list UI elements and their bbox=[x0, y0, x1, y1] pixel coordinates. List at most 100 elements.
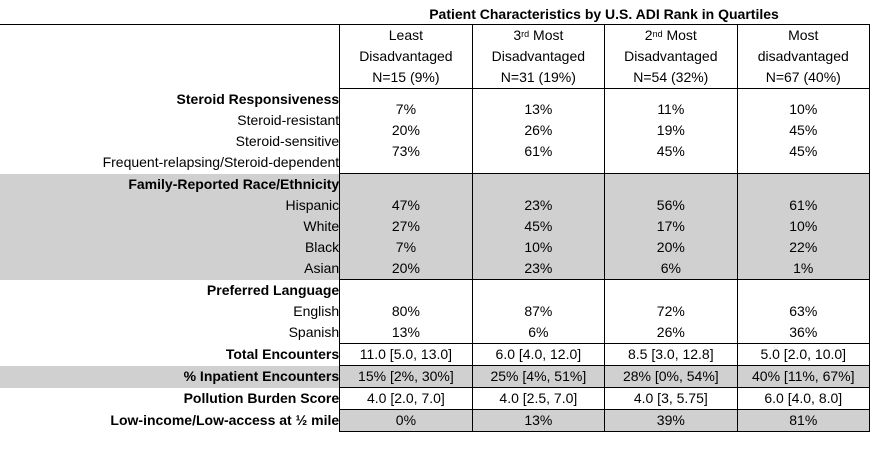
column-header-n: N=67 (40%) bbox=[765, 69, 841, 85]
cell-value: 13% bbox=[391, 324, 420, 340]
cell-value: 26% bbox=[656, 324, 685, 340]
cell-value: 45% bbox=[789, 122, 818, 138]
cell-value: 7% bbox=[395, 101, 417, 117]
ordinal-number: 3 bbox=[513, 27, 522, 43]
section-values-most: 10% 45% 45% bbox=[736, 88, 871, 174]
section-values-least: 47% 27% 7% 20% bbox=[339, 173, 473, 280]
cell-value: 39% bbox=[604, 409, 738, 432]
row-total-encounters: Total Encounters 11.0 [5.0, 13.0] 6.0 [4… bbox=[0, 343, 871, 366]
section-values-2nd: 56% 17% 20% 6% bbox=[604, 173, 738, 280]
cell-value: 10% bbox=[789, 218, 818, 234]
cell-value: 10% bbox=[789, 101, 818, 117]
cell-value: 73% bbox=[391, 143, 420, 159]
column-header-line1: 2nd Most bbox=[605, 25, 736, 46]
cell-value: 20% bbox=[656, 239, 685, 255]
cell-value: 6.0 [4.0, 8.0] bbox=[736, 387, 871, 410]
cell-value: 45% bbox=[789, 143, 818, 159]
cell-value: 72% bbox=[656, 303, 685, 319]
section-labels: Family-Reported Race/Ethnicity Hispanic … bbox=[0, 174, 340, 280]
cell-value: 25% [4%, 51%] bbox=[471, 365, 606, 388]
cell-value: 22% bbox=[789, 239, 818, 255]
row-label: Spanish bbox=[288, 324, 340, 340]
row-pollution-burden: Pollution Burden Score 4.0 [2.0, 7.0] 4.… bbox=[0, 387, 871, 410]
section-values-most: 61% 10% 22% 1% bbox=[736, 173, 871, 280]
cell-value: 45% bbox=[524, 218, 553, 234]
section-labels: Steroid Responsiveness Steroid-resistant… bbox=[0, 89, 340, 174]
ordinal-suffix: rd bbox=[521, 29, 530, 39]
row-label: % Inpatient Encounters bbox=[183, 368, 340, 384]
column-header-line2: Disadvantaged bbox=[491, 48, 586, 64]
cell-value: 20% bbox=[391, 260, 420, 276]
ordinal-rest: Most bbox=[662, 27, 697, 43]
cell-value: 36% bbox=[789, 324, 818, 340]
cell-value: 87% bbox=[524, 303, 553, 319]
cell-value: 17% bbox=[656, 218, 685, 234]
header-blank bbox=[0, 24, 340, 89]
row-label: Pollution Burden Score bbox=[183, 390, 340, 406]
row-label: Total Encounters bbox=[225, 346, 340, 362]
cell-value: 11.0 [5.0, 13.0] bbox=[339, 343, 473, 366]
cell-value: 6% bbox=[660, 260, 681, 276]
cell-value: 11% bbox=[657, 101, 685, 117]
column-header-least: Least Disadvantaged N=15 (9%) bbox=[339, 24, 473, 89]
cell-value: 13% bbox=[524, 101, 553, 117]
row-label: Black bbox=[304, 239, 340, 255]
cell-value: 7% bbox=[395, 239, 417, 255]
column-header-line2: disadvantaged bbox=[757, 48, 849, 64]
section-values-3rd: 23% 45% 10% 23% bbox=[471, 173, 606, 280]
cell-value: 8.5 [3.0, 12.8] bbox=[604, 343, 738, 366]
cell-value: 23% bbox=[524, 260, 553, 276]
ordinal-rest: Most bbox=[529, 27, 564, 43]
section-values-most: 63% 36% bbox=[736, 279, 871, 344]
cell-value: 61% bbox=[789, 197, 818, 213]
characteristics-table: Least Disadvantaged N=15 (9%) 3rd Most D… bbox=[0, 24, 871, 432]
cell-value: 4.0 [3, 5.75] bbox=[604, 387, 738, 410]
column-header-3rd: 3rd Most Disadvantaged N=31 (19%) bbox=[471, 24, 606, 89]
header-row: Least Disadvantaged N=15 (9%) 3rd Most D… bbox=[0, 24, 871, 89]
column-header-2nd: 2nd Most Disadvantaged N=54 (32%) bbox=[604, 24, 738, 89]
row-label: White bbox=[303, 218, 340, 234]
row-label: Steroid-sensitive bbox=[235, 133, 340, 149]
section-values-3rd: 87% 6% bbox=[471, 279, 606, 344]
section-race: Family-Reported Race/Ethnicity Hispanic … bbox=[0, 173, 871, 280]
section-values-2nd: 72% 26% bbox=[604, 279, 738, 344]
column-header-line2: Disadvantaged bbox=[359, 48, 453, 64]
column-header-most: Most disadvantaged N=67 (40%) bbox=[736, 24, 871, 89]
section-heading: Steroid Responsiveness bbox=[176, 91, 340, 107]
cell-value: 63% bbox=[789, 303, 818, 319]
row-low-income-access: Low-income/Low-access at ½ mile 0% 13% 3… bbox=[0, 409, 871, 432]
column-header-line1: Most bbox=[788, 27, 819, 43]
cell-value: 13% bbox=[471, 409, 606, 432]
section-steroid: Steroid Responsiveness Steroid-resistant… bbox=[0, 88, 871, 174]
table-title: Patient Characteristics by U.S. ADI Rank… bbox=[429, 6, 779, 22]
cell-value: 1% bbox=[793, 260, 814, 276]
cell-value: 61% bbox=[524, 143, 553, 159]
cell-value: 47% bbox=[391, 197, 420, 213]
column-header-n: N=31 (19%) bbox=[500, 69, 576, 85]
row-label: Hispanic bbox=[285, 197, 340, 213]
section-values-least: 80% 13% bbox=[339, 279, 473, 344]
column-header-line1: Least bbox=[388, 27, 424, 43]
column-header-n: N=54 (32%) bbox=[633, 69, 709, 85]
section-heading: Family-Reported Race/Ethnicity bbox=[128, 176, 340, 192]
row-label: English bbox=[293, 303, 340, 319]
ordinal-number: 2 bbox=[644, 27, 653, 43]
cell-value: 28% [0%, 54%] bbox=[604, 365, 738, 388]
section-values-least: 7% 20% 73% bbox=[339, 88, 473, 174]
cell-value: 6.0 [4.0, 12.0] bbox=[471, 343, 606, 366]
section-labels: Preferred Language English Spanish bbox=[0, 280, 340, 344]
cell-value: 56% bbox=[656, 197, 685, 213]
column-header-n: N=15 (9%) bbox=[372, 69, 440, 85]
column-header-line2: Disadvantaged bbox=[624, 48, 718, 64]
cell-value: 6% bbox=[528, 324, 549, 340]
section-values-3rd: 13% 26% 61% bbox=[471, 88, 606, 174]
cell-value: 20% bbox=[391, 122, 420, 138]
cell-value: 0% bbox=[339, 409, 473, 432]
row-label: Steroid-resistant bbox=[237, 112, 340, 128]
row-label: Low-income/Low-access at ½ mile bbox=[0, 409, 340, 432]
cell-value: 4.0 [2.0, 7.0] bbox=[339, 387, 473, 410]
row-label: Asian bbox=[304, 260, 340, 276]
cell-value: 5.0 [2.0, 10.0] bbox=[736, 343, 871, 366]
cell-value: 40% [11%, 67%] bbox=[736, 365, 871, 388]
cell-value: 45% bbox=[656, 143, 685, 159]
